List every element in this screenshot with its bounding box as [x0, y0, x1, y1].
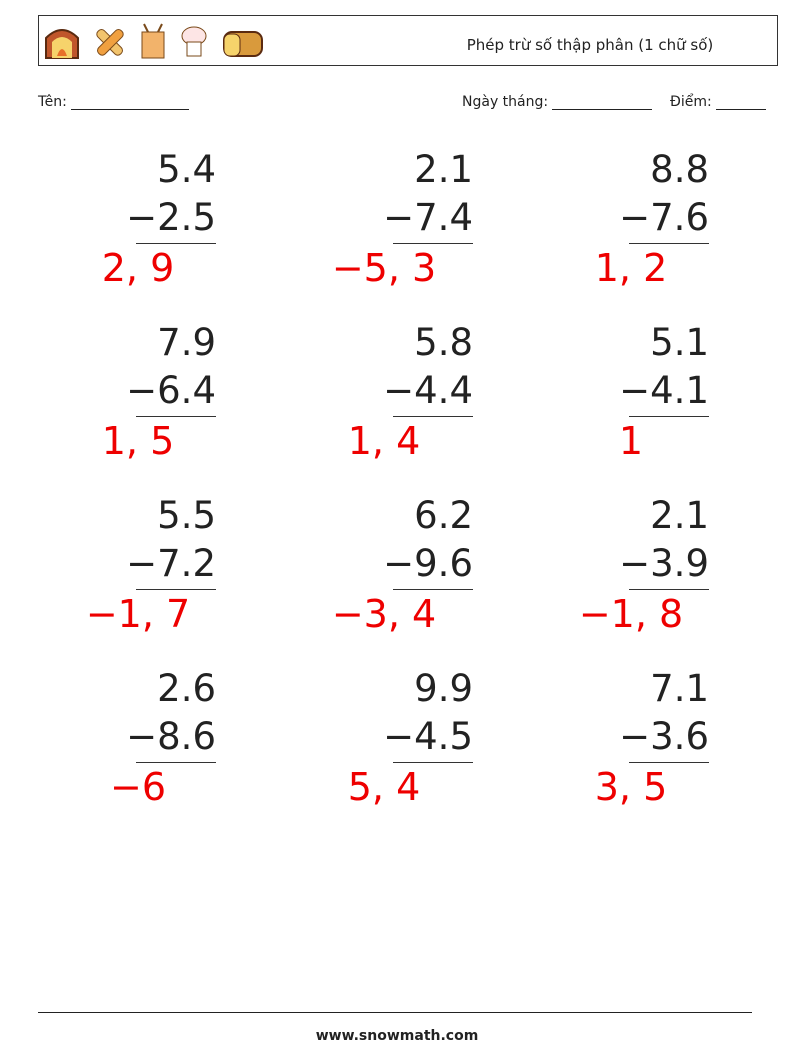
subtrahend: −7.4	[383, 196, 473, 239]
answer-rule	[393, 589, 473, 590]
minuend: 7.9	[157, 321, 216, 364]
answer-rule	[136, 762, 216, 763]
answer: 2, 9	[101, 246, 175, 290]
date-label: Ngày tháng:	[462, 94, 549, 110]
subtrahend: −2.5	[126, 196, 216, 239]
answer: 5, 4	[347, 765, 421, 809]
answer-rule	[629, 762, 709, 763]
answer-rule	[629, 243, 709, 244]
icons	[45, 23, 263, 59]
header-box	[38, 15, 778, 66]
minuend: 5.4	[157, 148, 216, 191]
answer: 1	[618, 419, 644, 463]
answer: −3, 4	[331, 592, 437, 636]
worksheet-title: Phép trừ số thập phân (1 chữ số)	[466, 36, 714, 54]
subtrahend: −4.4	[383, 369, 473, 412]
date-field: Ngày tháng:	[462, 94, 653, 110]
answer: 1, 5	[101, 419, 175, 463]
answer-rule	[136, 416, 216, 417]
answer: −6	[109, 765, 167, 809]
minuend: 2.1	[650, 494, 709, 537]
name-label: Tên:	[38, 94, 67, 110]
answer: −5, 3	[331, 246, 437, 290]
subtrahend: −8.6	[126, 715, 216, 758]
answer: −1, 8	[578, 592, 684, 636]
answer: 1, 4	[347, 419, 421, 463]
minuend: 5.5	[157, 494, 216, 537]
minuend: 5.1	[650, 321, 709, 364]
minuend: 5.8	[414, 321, 473, 364]
answer: −1, 7	[85, 592, 191, 636]
subtrahend: −9.6	[383, 542, 473, 585]
answer-rule	[629, 589, 709, 590]
minuend: 6.2	[414, 494, 473, 537]
footer-url: www.snowmath.com	[315, 1028, 479, 1044]
score-label: Điểm:	[670, 94, 712, 110]
minuend: 9.9	[414, 667, 473, 710]
name-field: Tên:	[38, 94, 189, 110]
answer-rule	[393, 243, 473, 244]
subtrahend: −3.6	[619, 715, 709, 758]
subtrahend: −7.2	[126, 542, 216, 585]
subtrahend: −4.5	[383, 715, 473, 758]
answer: 3, 5	[594, 765, 668, 809]
subtrahend: −3.9	[619, 542, 709, 585]
footer-rule	[38, 1012, 752, 1013]
subtrahend: −4.1	[619, 369, 709, 412]
answer-rule	[136, 243, 216, 244]
subtrahend: −6.4	[126, 369, 216, 412]
minuend: 2.6	[157, 667, 216, 710]
minuend: 2.1	[414, 148, 473, 191]
minuend: 8.8	[650, 148, 709, 191]
answer-rule	[629, 416, 709, 417]
score-field: Điểm:	[670, 94, 766, 110]
answer: 1, 2	[594, 246, 668, 290]
subtrahend: −7.6	[619, 196, 709, 239]
minuend: 7.1	[650, 667, 709, 710]
answer-rule	[393, 416, 473, 417]
answer-rule	[393, 762, 473, 763]
answer-rule	[136, 589, 216, 590]
